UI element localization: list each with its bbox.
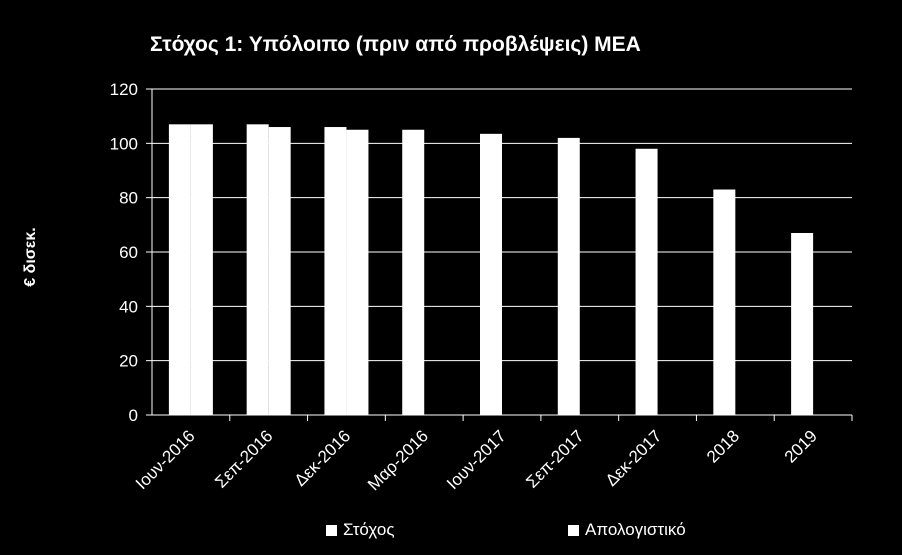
bar-actual (346, 129, 369, 415)
x-tick-label: Δεκ-2017 (602, 426, 666, 490)
x-tick-label: Σεπ-2016 (211, 426, 276, 491)
legend-item-target: Στόχος (326, 520, 395, 540)
x-tick-label: Δεκ-2016 (291, 426, 355, 490)
bar-target (168, 124, 191, 416)
chart-title: Στόχος 1: Υπόλοιπο (πριν από προβλέψεις)… (150, 33, 641, 56)
bar-actual (268, 127, 291, 416)
y-tick-label: 40 (119, 297, 138, 316)
x-tick-label: Ιουν-2016 (132, 426, 199, 493)
y-tick-label: 60 (119, 243, 138, 262)
x-tick-label: 2018 (703, 426, 743, 466)
bar-actual (190, 124, 213, 416)
y-tick-label: 20 (119, 352, 138, 371)
y-tick-label: 0 (129, 406, 138, 425)
x-tick-label: Μαρ-2016 (364, 426, 432, 494)
bar-target (791, 232, 814, 415)
bar-target (324, 127, 347, 416)
bar-target (557, 137, 580, 415)
bar-target (480, 133, 502, 415)
legend-label-actual: Απολογιστικό (585, 520, 686, 539)
x-tick-label: Σεπ-2017 (522, 426, 587, 491)
x-tick-label: 2019 (781, 426, 821, 466)
legend-swatch-target (326, 524, 337, 536)
bar-target (246, 124, 269, 416)
bar-target (402, 129, 425, 415)
bar-target (635, 148, 658, 415)
y-tick-label: 100 (110, 134, 138, 153)
y-tick-label: 80 (119, 189, 138, 208)
legend-label-target: Στόχος (343, 520, 395, 539)
x-tick-label: Ιουν-2017 (443, 426, 510, 493)
legend-swatch-actual (568, 524, 579, 536)
legend-item-actual: Απολογιστικό (568, 520, 686, 540)
y-tick-label: 120 (110, 80, 138, 99)
bar-target (713, 189, 736, 415)
